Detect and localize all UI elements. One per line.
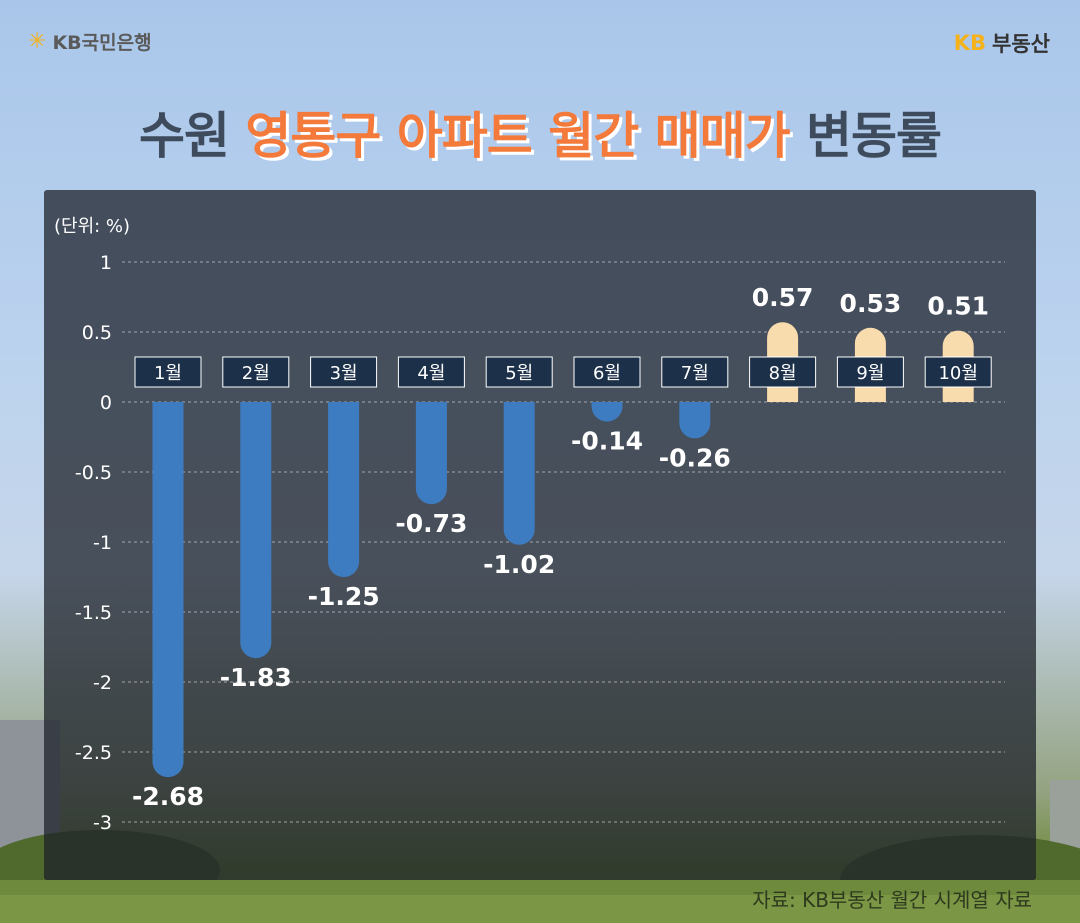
y-tick-label: -1 [93,532,112,554]
month-label-box [573,356,641,388]
month-label: 7월 [681,363,709,384]
y-tick-label: -2 [93,672,112,694]
bar-7월 [679,402,711,439]
month-label-box [836,356,904,388]
value-label: -0.14 [571,427,643,456]
unit-label: (단위: %) [54,216,131,237]
month-label-box [749,356,817,388]
month-label-box [661,356,729,388]
month-label: 2월 [242,363,270,384]
y-tick-label: -0.5 [75,462,112,484]
kb-realestate-logo-kb: KB [953,31,987,55]
value-label: 0.53 [840,289,902,318]
bar-1월 [152,402,184,778]
month-label-box [485,356,553,388]
y-tick-label: -1.5 [75,602,112,624]
value-label: 0.51 [927,292,989,321]
value-label: 0.57 [752,283,814,312]
month-label: 4월 [417,363,445,384]
kb-bank-logo: ✳ KB국민은행 [28,28,152,55]
title-prefix: 수원 [138,107,230,165]
kb-realestate-logo: KB 부동산 [954,28,1050,58]
month-label-box [134,356,202,388]
kb-realestate-logo-text: 부동산 [992,32,1050,56]
y-tick-label: -2.5 [75,742,112,764]
bar-6월 [591,402,623,422]
value-label: -1.83 [220,663,292,692]
month-label: 1월 [154,363,182,384]
title-highlight: 영통구 아파트 월간 매매가 [245,107,790,165]
bar-3월 [328,402,360,577]
title-suffix: 변동률 [806,107,942,165]
month-label: 8월 [769,363,797,384]
bar-2월 [240,402,272,659]
month-label-box [222,356,290,388]
y-tick-label: 0.5 [82,322,112,344]
month-label-box [924,356,992,388]
bar-5월 [503,402,535,545]
source-note: 자료: KB부동산 월간 시계열 자료 [752,888,1032,912]
kb-star-icon: ✳ [28,29,47,54]
value-label: -1.02 [483,550,555,579]
y-tick-label: 1 [100,252,112,274]
month-label: 5월 [505,363,533,384]
value-label: -0.73 [395,509,467,538]
month-label-box [310,356,378,388]
bar-4월 [415,402,447,505]
page-title: 수원 영통구 아파트 월간 매매가 변동률 [0,96,1080,168]
y-tick-label: 0 [100,392,112,414]
month-label: 9월 [856,363,884,384]
y-tick-label: -3 [93,812,112,834]
month-label: 10월 [938,363,977,384]
month-label: 6월 [593,363,621,384]
chart-panel [44,190,1036,880]
value-label: -2.68 [132,782,204,811]
month-label: 3월 [330,363,358,384]
month-label-box [397,356,465,388]
kb-bank-logo-text: KB국민은행 [52,32,152,54]
value-label: -0.26 [659,443,731,472]
value-label: -1.25 [308,582,380,611]
